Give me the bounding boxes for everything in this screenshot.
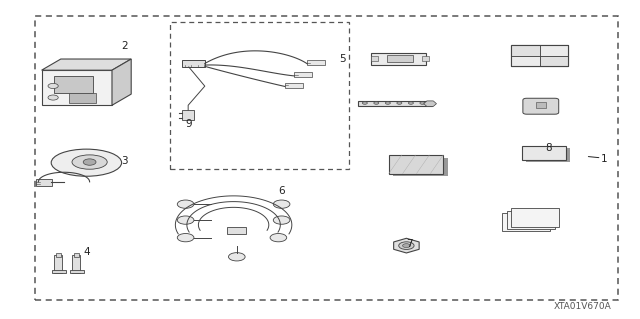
Text: 8: 8 (545, 143, 552, 153)
Circle shape (362, 102, 367, 104)
Bar (511, 45, 540, 56)
Bar (182, 60, 205, 67)
Bar (56, 253, 61, 257)
Circle shape (385, 102, 390, 104)
Circle shape (48, 84, 58, 88)
Circle shape (273, 200, 290, 208)
Circle shape (83, 159, 96, 165)
Bar (294, 72, 312, 77)
Bar (511, 56, 540, 66)
Bar (72, 255, 80, 273)
Circle shape (399, 242, 414, 249)
Bar (393, 158, 448, 176)
Bar (285, 83, 303, 88)
Bar (522, 146, 566, 160)
Bar (507, 211, 555, 229)
Text: 7: 7 (406, 239, 413, 249)
Text: XTA01V670A: XTA01V670A (554, 302, 611, 311)
Bar (511, 45, 568, 66)
Bar (52, 270, 66, 273)
Bar (358, 101, 432, 106)
Bar (54, 255, 62, 273)
Bar (54, 76, 93, 93)
Circle shape (403, 244, 410, 248)
Circle shape (374, 102, 379, 104)
Text: 4: 4 (83, 247, 90, 257)
Circle shape (177, 234, 194, 242)
Bar (502, 213, 550, 231)
Bar (371, 56, 378, 61)
Polygon shape (42, 59, 131, 70)
FancyBboxPatch shape (69, 93, 96, 103)
Bar (511, 208, 559, 227)
Text: 6: 6 (278, 186, 285, 197)
Bar (389, 155, 443, 174)
Bar (182, 110, 194, 120)
Bar (36, 179, 52, 186)
Bar (511, 45, 568, 66)
Bar (70, 270, 84, 273)
Circle shape (397, 102, 402, 104)
Bar (227, 227, 246, 234)
Polygon shape (42, 70, 112, 105)
Circle shape (177, 216, 194, 224)
Bar (35, 16, 618, 300)
Circle shape (408, 102, 413, 104)
Circle shape (48, 95, 58, 100)
Circle shape (228, 253, 245, 261)
Text: 2: 2 (122, 41, 128, 51)
Circle shape (273, 216, 290, 224)
Ellipse shape (51, 149, 122, 176)
Bar (307, 60, 325, 65)
Bar (74, 253, 79, 257)
Bar (422, 56, 429, 61)
Circle shape (420, 102, 425, 104)
Text: 1: 1 (601, 154, 607, 165)
Polygon shape (394, 238, 419, 253)
Polygon shape (424, 101, 436, 107)
FancyBboxPatch shape (523, 98, 559, 114)
Bar (526, 148, 570, 162)
Bar (371, 53, 426, 65)
Bar (387, 55, 413, 62)
Text: 5: 5 (339, 54, 346, 64)
Circle shape (270, 234, 287, 242)
Bar (170, 22, 349, 169)
Circle shape (177, 200, 194, 208)
Bar (540, 56, 568, 66)
Text: 9: 9 (186, 119, 192, 130)
Bar (536, 102, 546, 108)
Text: 3: 3 (122, 156, 128, 166)
Ellipse shape (72, 155, 108, 169)
Bar (540, 45, 568, 56)
Polygon shape (112, 59, 131, 105)
